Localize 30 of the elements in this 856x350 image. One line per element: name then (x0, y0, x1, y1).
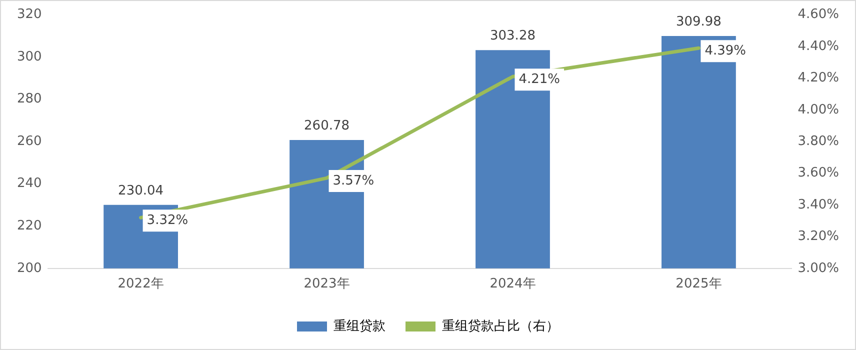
y2-tick-label: 3.20% (798, 229, 840, 244)
y2-tick-label: 3.60% (798, 166, 840, 181)
y-tick-label: 320 (16, 7, 42, 22)
data-label: 230.04 (118, 183, 164, 198)
data-label: 4.21% (518, 72, 560, 87)
x-tick-label: 2024年 (490, 276, 536, 292)
x-tick-label: 2025年 (676, 276, 722, 292)
y2-tick-label: 4.00% (798, 102, 840, 118)
x-tick-label: 2023年 (304, 276, 350, 292)
y-tick-label: 220 (16, 218, 42, 234)
legend-label: 重组贷款 (334, 318, 386, 334)
data-label: 303.28 (490, 28, 536, 44)
legend-label: 重组贷款占比（右） (442, 318, 559, 334)
y2-tick-label: 3.80% (798, 134, 840, 149)
data-label: 309.98 (676, 14, 722, 30)
data-label: 260.78 (304, 118, 350, 134)
x-tick-label: 2022年 (118, 276, 164, 292)
y2-tick-label: 3.00% (798, 260, 840, 276)
y2-tick-label: 3.40% (798, 197, 840, 212)
y2-tick-label: 4.60% (798, 7, 840, 22)
y-tick-label: 200 (16, 260, 42, 276)
data-label: 4.39% (704, 43, 746, 58)
data-label: 3.57% (332, 173, 374, 188)
y-tick-label: 260 (16, 134, 42, 149)
y2-tick-label: 4.20% (798, 70, 840, 86)
y2-tick-label: 4.40% (798, 38, 840, 54)
y-tick-label: 240 (16, 176, 42, 192)
y-tick-label: 300 (16, 49, 42, 64)
data-label: 3.32% (146, 213, 188, 228)
y-tick-label: 280 (16, 92, 42, 107)
